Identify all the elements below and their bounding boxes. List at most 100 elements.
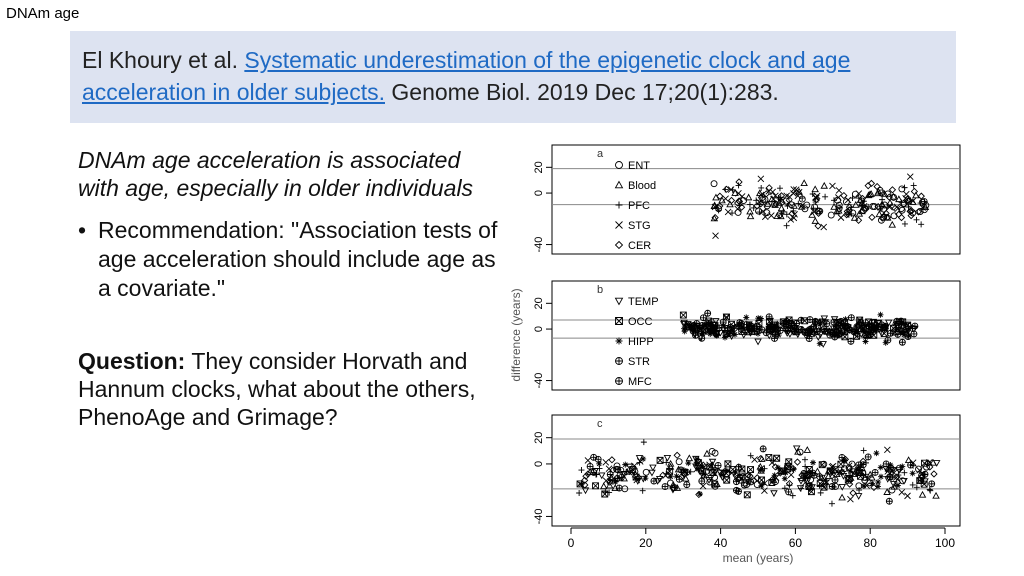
data-point	[586, 463, 594, 470]
data-point	[898, 327, 906, 335]
data-point	[689, 323, 697, 331]
data-point	[858, 203, 865, 210]
data-point	[871, 325, 878, 333]
data-point	[596, 465, 603, 472]
data-point	[765, 325, 773, 333]
data-point	[829, 462, 837, 470]
data-point	[799, 328, 808, 336]
y-tick-label: -40	[533, 508, 545, 524]
legend-label: STG	[628, 220, 651, 232]
data-point	[715, 324, 723, 332]
data-point	[820, 223, 828, 231]
data-point	[723, 467, 730, 474]
data-point	[819, 341, 827, 348]
data-point	[871, 324, 879, 332]
x-tick-label: 80	[864, 536, 878, 550]
data-point	[623, 467, 631, 475]
data-point	[855, 321, 863, 329]
data-point	[904, 196, 913, 205]
data-point	[762, 190, 770, 198]
data-point	[830, 197, 837, 204]
data-point	[602, 489, 609, 496]
data-point	[870, 331, 878, 339]
data-point	[787, 471, 795, 479]
data-point	[611, 484, 619, 491]
data-point	[751, 324, 759, 332]
data-point	[729, 186, 736, 193]
data-point	[673, 473, 680, 480]
data-point	[890, 324, 897, 332]
left-text-panel: DNAm age acceleration is associated with…	[78, 146, 498, 431]
data-point	[837, 214, 845, 221]
data-point	[880, 323, 888, 331]
data-point	[834, 206, 843, 214]
data-point	[706, 461, 713, 469]
data-point	[864, 474, 872, 482]
data-point	[711, 469, 718, 476]
data-point	[861, 476, 869, 484]
data-point	[757, 175, 765, 183]
data-point	[866, 470, 874, 478]
data-point	[606, 478, 614, 486]
data-point	[633, 476, 641, 484]
data-point	[845, 475, 853, 482]
data-point	[673, 484, 682, 491]
data-point	[709, 321, 718, 329]
data-point	[898, 185, 906, 193]
data-point	[846, 473, 853, 480]
legend-marker	[615, 337, 623, 345]
data-point	[697, 326, 705, 334]
data-point	[712, 331, 720, 338]
data-point	[705, 319, 713, 327]
data-point	[909, 459, 917, 466]
data-point	[852, 326, 860, 334]
data-point	[738, 465, 746, 473]
data-point	[882, 460, 890, 468]
data-point	[826, 331, 834, 339]
data-point	[584, 470, 592, 478]
data-point	[735, 322, 742, 329]
data-point	[865, 330, 873, 338]
data-point	[918, 490, 927, 498]
data-point	[776, 185, 783, 192]
data-point	[870, 325, 877, 332]
data-point	[722, 313, 731, 321]
data-point	[818, 461, 826, 469]
panel-label: b	[597, 284, 603, 296]
data-point	[794, 331, 802, 339]
data-point	[830, 316, 839, 324]
data-point	[871, 323, 878, 330]
data-point	[629, 465, 637, 473]
data-point	[735, 182, 742, 189]
data-point	[590, 469, 598, 476]
data-point	[854, 493, 863, 500]
data-point	[860, 461, 867, 468]
data-point	[739, 331, 748, 339]
legend-marker	[615, 161, 623, 169]
data-point	[816, 207, 824, 215]
data-point	[884, 190, 892, 198]
data-point	[773, 212, 781, 220]
data-point	[832, 482, 840, 490]
data-point	[889, 192, 898, 200]
data-point	[906, 173, 914, 180]
data-point	[804, 329, 812, 337]
data-point	[765, 184, 773, 192]
data-point	[667, 479, 674, 487]
data-point	[708, 458, 717, 466]
data-point	[707, 328, 716, 335]
data-point	[703, 449, 711, 457]
data-point	[708, 461, 717, 469]
data-point	[881, 322, 889, 330]
data-point	[836, 330, 844, 338]
data-point	[822, 328, 831, 336]
data-point	[671, 484, 678, 491]
data-point	[777, 192, 786, 200]
data-point	[680, 319, 688, 327]
data-point	[581, 487, 590, 495]
data-point	[894, 482, 901, 489]
data-point	[735, 488, 742, 495]
data-point	[775, 464, 782, 471]
data-point	[866, 479, 874, 487]
citation-title-link[interactable]: Systematic underestimation of the epigen…	[82, 47, 851, 105]
